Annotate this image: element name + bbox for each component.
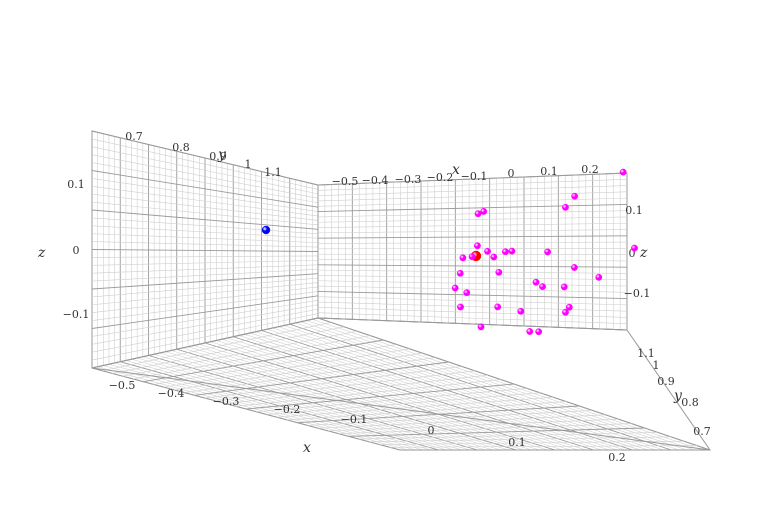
data-point [539, 283, 546, 290]
y-tick-top: 0.8 [172, 141, 190, 154]
data-point [261, 225, 271, 235]
y-tick-right: 1 [653, 359, 660, 372]
data-point [526, 328, 534, 335]
y-tick-right: 1.1 [637, 347, 655, 360]
data-point [570, 264, 578, 271]
data-point [544, 248, 552, 256]
data-point [560, 283, 568, 291]
y-tick-top: 0.9 [209, 150, 227, 163]
data-point [494, 303, 502, 311]
data-point [490, 253, 498, 261]
x-tick-top: 0 [508, 167, 515, 180]
y-tick-top: 1.1 [264, 166, 282, 179]
data-point [562, 308, 569, 316]
x-tick-bottom: −0.5 [109, 379, 136, 392]
data-point [535, 328, 543, 336]
axis-grids [91, 130, 712, 451]
data-point [477, 323, 485, 331]
y-tick-top: 0.7 [125, 130, 143, 143]
x-tick-bottom: 0.1 [508, 436, 526, 449]
data-point [468, 253, 476, 261]
z-tick-left: 0.1 [67, 178, 85, 191]
z-axis-label-left: z [37, 245, 46, 261]
x-tick-top: −0.3 [395, 173, 422, 186]
x-tick-top: −0.1 [461, 170, 488, 183]
floor-grid [91, 317, 711, 451]
data-point [595, 273, 603, 281]
data-point [457, 303, 464, 311]
data-point [456, 269, 464, 277]
y-tick-right: 0.7 [693, 425, 711, 438]
data-point [484, 247, 491, 255]
back-wall-grid [317, 172, 628, 331]
floor-outline [91, 317, 712, 451]
x-tick-bottom: 0.2 [608, 451, 626, 464]
data-point [495, 268, 503, 276]
z-tick-left: 0 [73, 244, 80, 257]
x-tick-bottom: 0 [428, 424, 435, 437]
x-tick-bottom: −0.1 [341, 413, 368, 426]
data-point [517, 307, 525, 315]
data-point [631, 244, 638, 252]
x-axis-label-bottom: x [303, 440, 311, 456]
x-tick-top: −0.4 [362, 174, 389, 187]
x-tick-top: −0.2 [427, 171, 454, 184]
data-point [508, 247, 516, 255]
data-point [619, 168, 627, 176]
data-point [565, 303, 573, 311]
data-point [451, 284, 459, 292]
data-point [459, 254, 467, 262]
z-tick-left: −0.1 [63, 308, 90, 321]
z-tick-right: 0.1 [625, 204, 643, 217]
data-point [571, 192, 579, 200]
x-tick-bottom: −0.2 [274, 403, 301, 416]
tick-labels: −0.5−0.4−0.3−0.2−0.100.10.2−0.5 −0.4 −0.3−… [63, 130, 711, 464]
z-tick-right: −0.1 [624, 287, 651, 300]
data-points [261, 168, 638, 336]
z-axis-label-right: z [639, 245, 648, 261]
x-tick-bottom: −0.3 [213, 395, 240, 408]
x-tick-bottom: −0.4 [158, 387, 185, 400]
y-axis-label-right: y [673, 388, 683, 404]
y-tick-right: 0.9 [657, 375, 675, 388]
y-axis-label-left: y [217, 147, 227, 163]
y-tick-right: 0.8 [681, 396, 699, 409]
data-point [562, 203, 569, 211]
x-tick-top: −0.5 [332, 175, 359, 188]
data-point [474, 242, 481, 250]
data-point [463, 289, 471, 297]
y-tick-top: 1 [245, 158, 252, 171]
x-tick-top: 0.2 [581, 163, 599, 176]
data-point [480, 207, 488, 215]
x-tick-top: 0.1 [540, 165, 558, 178]
data-point [501, 248, 509, 256]
data-point [532, 278, 540, 286]
x-axis-label-top: x [452, 162, 460, 178]
z-tick-right: 0 [629, 247, 636, 260]
